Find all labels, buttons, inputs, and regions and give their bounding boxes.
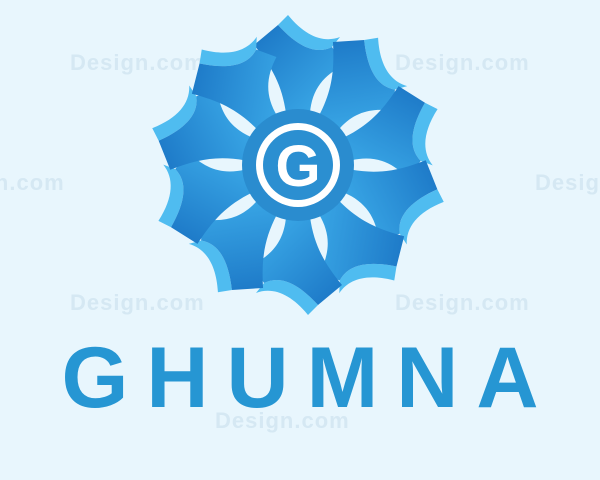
blade-face <box>158 90 253 170</box>
blade-edge <box>412 102 438 166</box>
blade-face <box>318 39 395 130</box>
pinwheel-blades <box>152 15 444 315</box>
blade-face <box>252 217 342 305</box>
pinwheel-blade <box>191 36 278 130</box>
blade-face <box>171 152 253 244</box>
blade-edge <box>364 37 408 90</box>
blade-edge <box>278 15 340 51</box>
blade-face <box>201 200 278 291</box>
pinwheel-blade <box>343 86 438 178</box>
blade-edge <box>399 189 444 245</box>
blade-edge <box>256 279 318 315</box>
emblem-center: G <box>242 109 354 221</box>
emblem-letter: G <box>275 134 320 199</box>
blade-face <box>343 86 425 178</box>
pinwheel-blade <box>343 160 444 245</box>
blade-face <box>254 25 344 113</box>
blade-face <box>318 200 405 281</box>
blade-face <box>191 49 278 130</box>
pinwheel-blade <box>318 37 408 130</box>
pinwheel-blade <box>252 217 342 315</box>
pinwheel-blade <box>158 152 253 244</box>
blade-face <box>343 160 438 240</box>
pinwheel-blade <box>152 85 253 170</box>
blade-edge <box>339 263 397 294</box>
pinwheel-blade <box>254 15 344 113</box>
center-inner-disc <box>263 130 333 200</box>
blade-edge <box>152 85 197 141</box>
pinwheel-blade <box>318 200 405 294</box>
blade-edge <box>199 36 257 67</box>
blade-edge <box>158 164 184 228</box>
pinwheel-blade <box>188 200 278 293</box>
brand-name: GHUMNA <box>61 330 557 426</box>
blade-edge <box>188 240 232 293</box>
